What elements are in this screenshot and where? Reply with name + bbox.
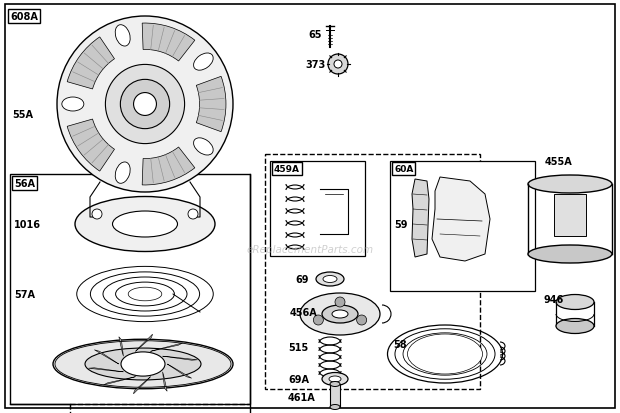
Polygon shape [94,350,119,364]
Ellipse shape [330,382,340,387]
Bar [10,175,250,404]
Ellipse shape [329,376,341,382]
Ellipse shape [53,339,233,389]
Text: 946: 946 [543,294,563,304]
Polygon shape [133,377,151,394]
Text: 65: 65 [308,30,322,40]
Ellipse shape [121,352,165,376]
Polygon shape [104,377,136,385]
Polygon shape [167,364,192,378]
Polygon shape [162,372,167,391]
Circle shape [57,17,233,192]
Circle shape [313,315,324,325]
Bar [330,384,340,407]
Ellipse shape [330,404,340,410]
Text: 461A: 461A [288,392,316,402]
Text: 59: 59 [394,219,407,230]
Circle shape [356,315,366,325]
Text: 515: 515 [288,342,308,352]
Text: 608A: 608A [10,12,38,22]
Ellipse shape [300,293,380,335]
Ellipse shape [112,211,177,237]
Ellipse shape [528,245,612,263]
Bar [554,195,586,236]
Wedge shape [142,24,195,62]
Text: 459A: 459A [274,165,300,173]
Polygon shape [412,180,429,257]
Ellipse shape [115,163,130,184]
Ellipse shape [75,197,215,252]
Wedge shape [197,77,226,133]
Circle shape [334,61,342,69]
Ellipse shape [62,98,84,112]
Text: 60A: 60A [394,165,414,173]
Ellipse shape [322,305,358,323]
Circle shape [133,93,156,116]
Polygon shape [151,343,183,351]
Ellipse shape [556,295,594,310]
Circle shape [335,297,345,307]
Text: 56A: 56A [14,178,35,189]
Ellipse shape [556,319,594,334]
Wedge shape [67,120,115,172]
Bar [270,161,365,256]
Polygon shape [89,368,123,372]
Text: 69: 69 [295,274,309,284]
Ellipse shape [316,272,344,286]
Ellipse shape [323,276,337,283]
Circle shape [92,209,102,219]
Text: 373: 373 [305,60,326,70]
Ellipse shape [407,334,482,374]
Ellipse shape [193,54,213,71]
Wedge shape [142,147,195,185]
Circle shape [328,55,348,75]
Text: 55A: 55A [12,110,33,120]
Ellipse shape [322,373,348,386]
Bar [390,161,535,291]
Ellipse shape [193,138,213,156]
Text: 58: 58 [393,339,407,349]
Ellipse shape [528,176,612,194]
Text: 1016: 1016 [14,219,41,230]
Ellipse shape [115,26,130,47]
Text: eReplacementParts.com: eReplacementParts.com [246,244,374,254]
Text: 455A: 455A [545,157,573,166]
Circle shape [120,80,170,129]
Polygon shape [162,356,198,361]
Polygon shape [119,337,123,356]
Ellipse shape [85,348,201,380]
Text: 69A: 69A [288,374,309,384]
Wedge shape [67,38,115,90]
Text: 57A: 57A [14,289,35,299]
Circle shape [188,209,198,219]
Text: 456A: 456A [290,307,318,317]
Polygon shape [432,178,490,261]
Ellipse shape [332,310,348,318]
Bar [265,154,480,389]
Polygon shape [136,335,153,351]
Circle shape [105,65,185,144]
